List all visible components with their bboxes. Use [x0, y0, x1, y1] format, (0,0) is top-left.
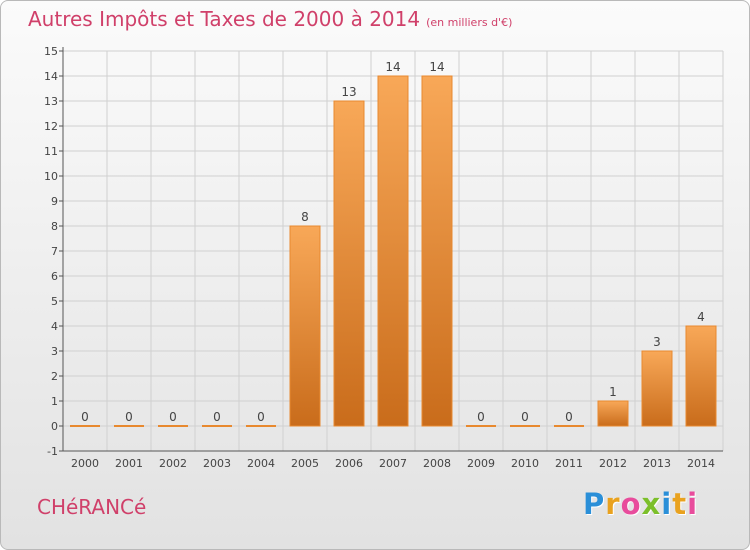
x-tick-labels: 2000 2001 2002 2003 2004 2005 2006 2007 2008 2009… — [71, 457, 715, 470]
chart-title-main: Autres Impôts et Taxes de 2000 à 2014 — [28, 7, 421, 31]
logo-letter: i — [661, 487, 673, 521]
x-tick-label: 2009 — [467, 457, 495, 470]
data-label: 13 — [341, 85, 356, 99]
x-tick-label: 2008 — [423, 457, 451, 470]
commune-name: CHéRANCé — [37, 495, 147, 519]
y-tick-label: 8 — [51, 220, 58, 233]
data-label: 3 — [653, 335, 661, 349]
data-label: 0 — [213, 410, 221, 424]
data-label: 1 — [609, 385, 617, 399]
logo-letter: o — [620, 487, 642, 521]
y-tick-label: 3 — [51, 345, 58, 358]
logo-letter: t — [672, 487, 688, 521]
data-label: 0 — [257, 410, 265, 424]
data-label: 0 — [477, 410, 485, 424]
x-tick-label: 2013 — [643, 457, 671, 470]
x-tick-label: 2007 — [379, 457, 407, 470]
x-tick-label: 2010 — [511, 457, 539, 470]
y-tick-label: 4 — [51, 320, 58, 333]
x-tick-label: 2005 — [291, 457, 319, 470]
bar — [685, 325, 717, 427]
x-tick-label: 2002 — [159, 457, 187, 470]
y-tick-label: 13 — [44, 95, 58, 108]
data-label: 14 — [385, 60, 400, 74]
bar — [641, 350, 673, 427]
x-tick-label: 2003 — [203, 457, 231, 470]
chart-title-unit: (en milliers d'€) — [426, 16, 513, 29]
chart-title: Autres Impôts et Taxes de 2000 à 2014 (en… — [28, 7, 512, 31]
logo-letter: P — [583, 487, 606, 521]
y-tick-label: 6 — [51, 270, 58, 283]
bars — [70, 75, 717, 427]
x-tick-label: 2014 — [687, 457, 715, 470]
axes — [59, 47, 723, 452]
x-tick-label: 2012 — [599, 457, 627, 470]
y-tick-label: -1 — [47, 445, 58, 458]
data-label: 0 — [565, 410, 573, 424]
y-tick-label: 2 — [51, 370, 58, 383]
y-tick-label: 5 — [51, 295, 58, 308]
proxiti-logo: Proxiti — [583, 487, 698, 521]
bar — [289, 225, 321, 427]
y-tick-label: 7 — [51, 245, 58, 258]
x-tick-label: 2000 — [71, 457, 99, 470]
data-label: 14 — [429, 60, 444, 74]
x-tick-label: 2006 — [335, 457, 363, 470]
bar — [377, 75, 409, 427]
x-tick-label: 2001 — [115, 457, 143, 470]
bar — [597, 400, 629, 427]
data-label: 0 — [125, 410, 133, 424]
data-label: 4 — [697, 310, 705, 324]
logo-letter: x — [641, 487, 662, 521]
y-tick-label: 15 — [44, 45, 58, 58]
y-tick-label: 1 — [51, 395, 58, 408]
data-label: 0 — [169, 410, 177, 424]
data-label: 8 — [301, 210, 309, 224]
y-tick-label: 0 — [51, 420, 58, 433]
logo-letter: r — [605, 487, 621, 521]
x-tick-label: 2011 — [555, 457, 583, 470]
y-tick-label: 9 — [51, 195, 58, 208]
y-tick-label: 12 — [44, 120, 58, 133]
data-label: 0 — [521, 410, 529, 424]
x-tick-label: 2004 — [247, 457, 275, 470]
data-label: 0 — [81, 410, 89, 424]
logo-letter: i — [687, 487, 699, 521]
bar — [421, 75, 453, 427]
y-tick-label: 14 — [44, 70, 58, 83]
bar — [333, 100, 365, 427]
y-tick-label: 10 — [44, 170, 58, 183]
y-tick-label: 11 — [44, 145, 58, 158]
